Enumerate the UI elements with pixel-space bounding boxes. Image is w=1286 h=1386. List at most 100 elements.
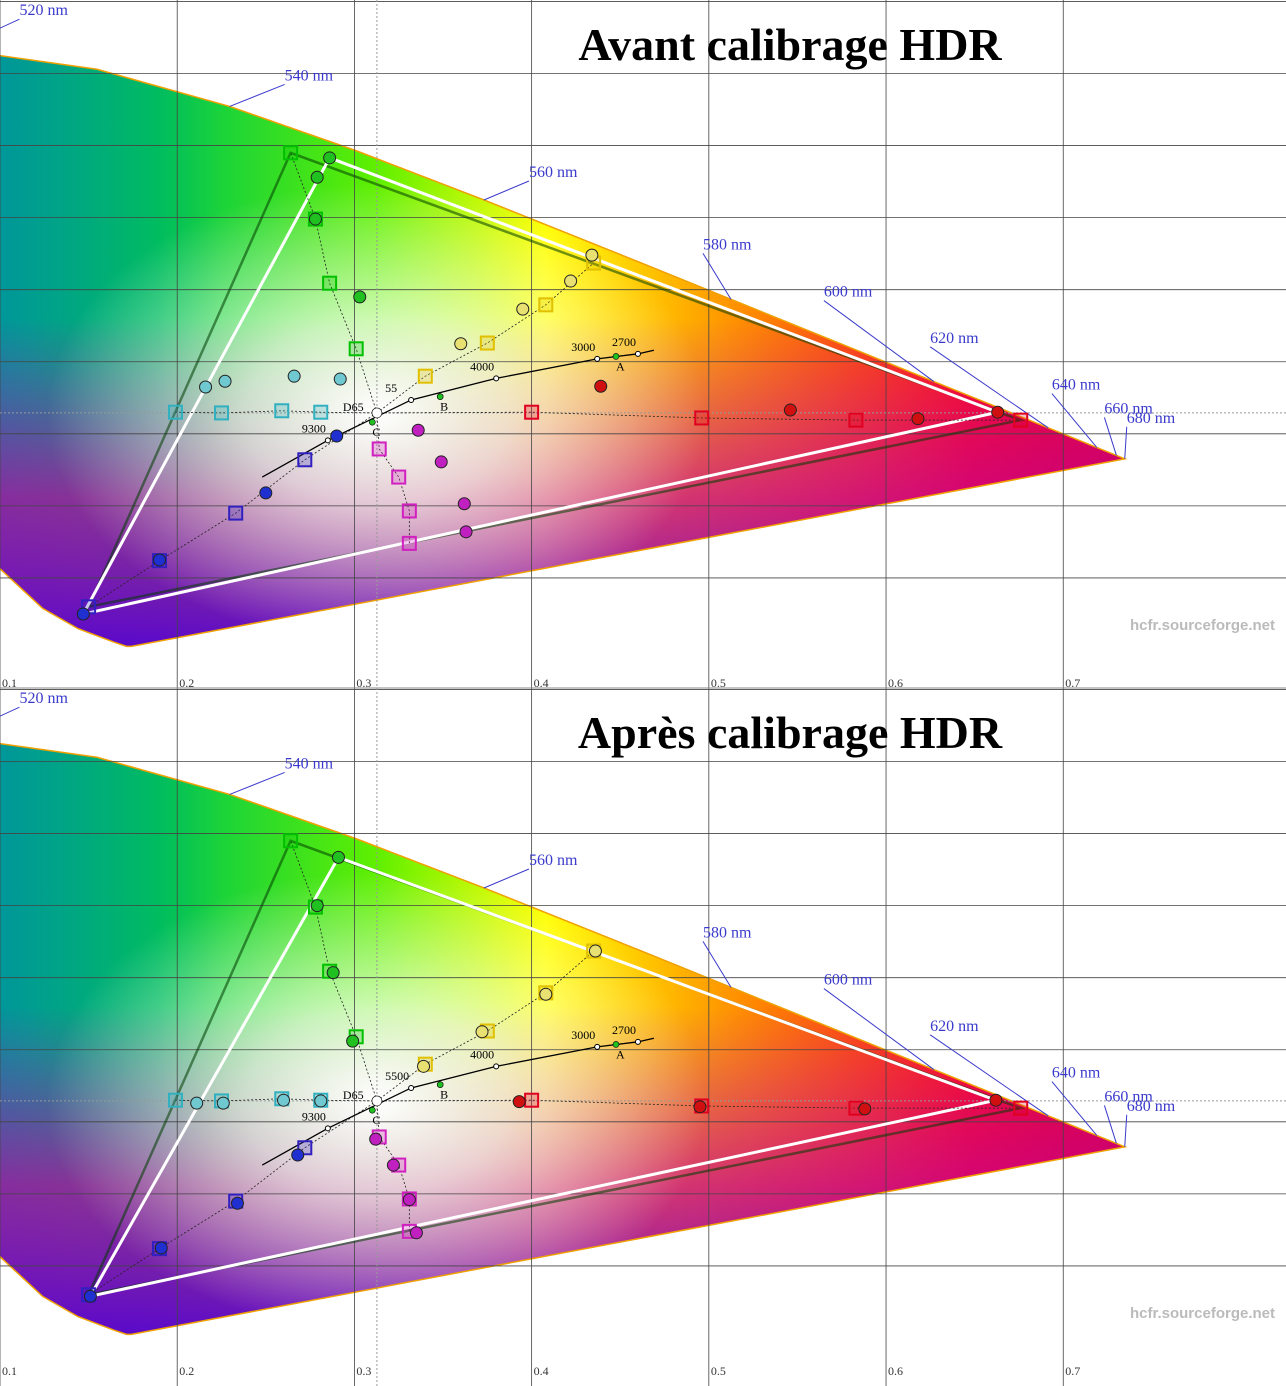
saturation-line — [88, 412, 378, 608]
illuminant-label: B — [440, 400, 448, 414]
x-tick-label: 0.3 — [356, 1364, 371, 1378]
measurement-point — [475, 1025, 489, 1039]
temperature-point — [594, 355, 601, 362]
wavelength-label: 680 nm — [1127, 410, 1176, 427]
measurement-point — [459, 525, 473, 539]
measurement-point — [218, 374, 232, 388]
target-square — [228, 505, 244, 521]
temperature-point — [408, 396, 415, 403]
locus-leader — [483, 868, 530, 889]
x-tick-label: 0.4 — [534, 676, 549, 690]
locus-leader — [823, 300, 935, 382]
temperature-label: 9300 — [302, 1109, 326, 1123]
measurement-point — [152, 553, 166, 567]
illuminant-label: D65 — [343, 1088, 364, 1102]
wavelength-label: 580 nm — [703, 924, 752, 941]
measurement-point — [991, 405, 1005, 419]
measurement-point — [308, 212, 322, 226]
locus-leader — [1124, 426, 1128, 459]
target-square — [848, 412, 864, 428]
illuminant-point — [436, 393, 444, 400]
locus-leader — [483, 180, 530, 201]
wavelength-label: 520 nm — [19, 2, 68, 19]
illuminant-label: A — [616, 359, 625, 373]
target-square — [297, 452, 313, 468]
locus-leader — [1051, 1081, 1098, 1136]
saturation-line — [376, 1100, 410, 1232]
target-square — [214, 405, 230, 421]
x-tick-label: 0.5 — [711, 1364, 726, 1378]
measurement-point — [310, 899, 324, 913]
locus-leader — [1051, 393, 1098, 448]
illuminant-label: A — [616, 1047, 625, 1061]
temperature-point — [594, 1043, 601, 1050]
illuminant-point — [436, 1081, 444, 1088]
target-square — [167, 404, 183, 420]
saturation-line — [376, 950, 594, 1102]
measurement-point — [353, 290, 367, 304]
target-square — [283, 833, 299, 849]
x-tick-label: 0.1 — [2, 676, 17, 690]
x-tick-label: 0.1 — [2, 1364, 17, 1378]
illuminant-label: C — [372, 1113, 380, 1127]
wavelength-label: 520 nm — [19, 690, 68, 707]
measurement-point — [386, 1158, 400, 1172]
measurement-point — [314, 1094, 328, 1108]
wavelength-label: 560 nm — [529, 852, 578, 869]
measurement-point — [287, 369, 301, 383]
measurement-point — [454, 337, 468, 351]
target-square — [313, 404, 329, 420]
target-square — [401, 503, 417, 519]
chart-title: Après calibrage HDR — [578, 707, 1003, 758]
temperature-label: 5500 — [385, 1069, 409, 1083]
temperature-label: 4000 — [470, 359, 494, 373]
panel: 0.1 0.2 0.3 0.4 0.5 0.6 0.7 520 nm 540 nm 560 nm 5… — [0, 688, 1286, 1386]
measurement-point — [326, 966, 340, 980]
saturation-line — [376, 412, 410, 544]
measurement-point — [457, 497, 471, 511]
temperature-point — [493, 375, 500, 382]
wavelength-label: 600 nm — [824, 972, 873, 989]
measurement-point — [858, 1102, 872, 1116]
saturation-line — [175, 1098, 377, 1102]
measurement-point — [409, 1226, 423, 1240]
illuminant-point — [612, 1041, 620, 1048]
x-tick-label: 0.7 — [1065, 676, 1080, 690]
measurement-point — [585, 248, 599, 262]
illuminant-point — [369, 1106, 376, 1114]
target-square — [371, 441, 387, 457]
x-tick-label: 0.2 — [179, 1364, 194, 1378]
measurement-point — [310, 170, 324, 184]
measurement-point — [291, 1148, 305, 1162]
target-square — [538, 297, 554, 313]
measurement-point — [512, 1095, 526, 1109]
wavelength-label: 640 nm — [1052, 1065, 1101, 1082]
illuminant-label: C — [372, 425, 380, 439]
wavelength-label: 540 nm — [285, 755, 334, 772]
target-square — [1013, 412, 1029, 428]
x-tick-label: 0.2 — [179, 676, 194, 690]
watermark: hcfr.sourceforge.net — [1130, 617, 1275, 634]
target-square — [417, 368, 433, 384]
temperature-label: 3000 — [571, 1028, 595, 1042]
target-square — [479, 335, 495, 351]
illuminant-point — [371, 407, 383, 419]
measurement-point — [989, 1093, 1003, 1107]
target-square — [524, 404, 540, 420]
x-tick-label: 0.6 — [888, 676, 903, 690]
locus-leader — [1103, 417, 1117, 456]
measurement-point — [434, 455, 448, 469]
spectral-locus — [0, 54, 1128, 648]
locus-leader — [0, 18, 20, 29]
measurement-point — [783, 403, 797, 417]
measurement-point — [516, 302, 530, 316]
target-square — [322, 275, 338, 291]
measurement-point — [259, 486, 273, 500]
locus-leader — [702, 253, 732, 300]
target-square — [348, 341, 364, 357]
saturation-line — [376, 262, 594, 414]
measurement-point — [199, 380, 213, 394]
x-tick-label: 0.3 — [356, 676, 371, 690]
measurement-point — [588, 944, 602, 958]
wavelength-label: 540 nm — [285, 67, 334, 84]
